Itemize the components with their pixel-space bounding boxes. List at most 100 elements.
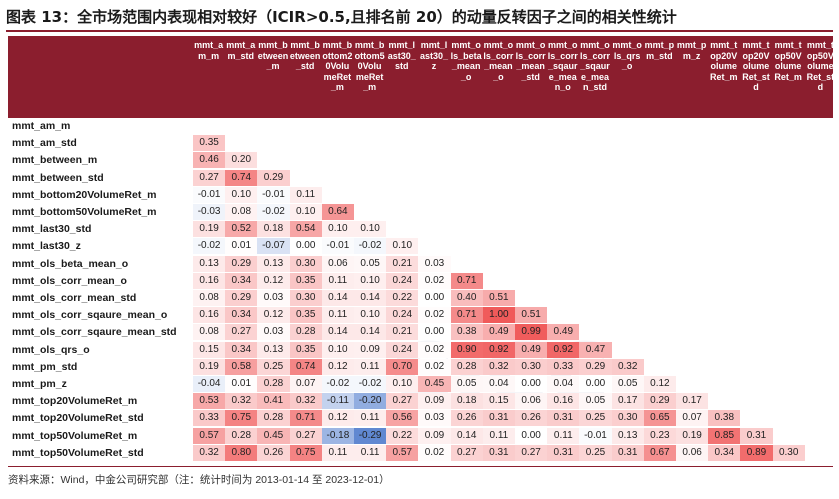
column-label: mmt_ols_corr_sqaure_mean_std — [579, 40, 610, 92]
heatmap-cell: 0.24 — [386, 341, 419, 358]
heatmap-cell: 0.24 — [386, 272, 419, 289]
row-label: mmt_ols_corr_sqaure_mean_std — [12, 326, 177, 339]
heatmap-cell: -0.02 — [193, 238, 226, 255]
heatmap-cell: 0.85 — [708, 427, 741, 444]
heatmap-cell: 0.71 — [450, 307, 483, 324]
heatmap-cell: 0.90 — [450, 341, 483, 358]
heatmap-cell: 0.32 — [482, 358, 515, 375]
heatmap-cell: 0.27 — [515, 444, 548, 461]
heatmap-cell: 0.47 — [579, 341, 612, 358]
heatmap-cell: 0.57 — [193, 427, 226, 444]
heatmap-cell: 0.10 — [321, 341, 354, 358]
heatmap-cell: 0.30 — [611, 410, 644, 427]
heatmap-cell: 0.00 — [579, 376, 612, 392]
heatmap-cell: 0.11 — [482, 427, 515, 444]
heatmap-cell: 0.11 — [321, 272, 354, 289]
column-label: mmt_top50VolumeRet_m — [774, 40, 802, 82]
column-label: mmt_ols_beta_mean_o — [450, 40, 482, 82]
column-label: mmt_between_std — [289, 40, 321, 71]
figure-title: 图表 13：全市场范围内表现相对较好（ICIR>0.5,且排名前 20）的动量反… — [6, 8, 677, 26]
heatmap-cell: 0.17 — [676, 393, 709, 410]
row-label: mmt_ols_corr_mean_std — [12, 292, 137, 304]
heatmap-cell: 0.03 — [418, 255, 451, 272]
heatmap-cell: 0.05 — [579, 393, 612, 410]
heatmap-cell: 0.17 — [611, 393, 644, 410]
heatmap-cell: 0.15 — [193, 341, 226, 358]
heatmap-cell: 0.75 — [289, 444, 322, 461]
heatmap-cell: 0.74 — [289, 358, 322, 375]
column-label: mmt_last30_std — [387, 40, 416, 71]
heatmap-cell: 0.29 — [225, 255, 258, 272]
heatmap-cell: 0.16 — [193, 272, 226, 289]
heatmap-cell: 0.58 — [225, 358, 258, 375]
heatmap-cell: 0.30 — [289, 255, 322, 272]
heatmap-cell: 0.07 — [676, 410, 709, 427]
heatmap-cell: 0.03 — [418, 410, 451, 427]
heatmap-cell: 0.21 — [386, 324, 419, 341]
row-label: mmt_top50VolumeRet_std — [12, 446, 144, 459]
heatmap-cell: 0.10 — [386, 238, 419, 255]
heatmap-cell: 0.19 — [193, 358, 226, 375]
heatmap-cell: 0.05 — [450, 376, 483, 392]
column-label: mmt_pm_z — [676, 40, 707, 61]
heatmap-cell: -0.29 — [354, 427, 387, 444]
column-label: mmt_am_m — [194, 40, 224, 61]
heatmap-cell: 0.22 — [386, 290, 419, 306]
heatmap-cell: 0.02 — [418, 272, 451, 289]
heatmap-cell: -0.11 — [321, 393, 354, 410]
row-label: mmt_ols_beta_mean_o — [12, 257, 129, 270]
heatmap-cell: 0.03 — [257, 290, 290, 306]
heatmap-cell: -0.01 — [193, 186, 226, 203]
heatmap-cell: 0.99 — [515, 324, 548, 341]
heatmap-cell: 0.30 — [515, 358, 548, 375]
column-label: mmt_ols_corr_mean_std — [515, 40, 546, 82]
heatmap-cell: 0.28 — [225, 427, 258, 444]
heatmap-cell: 0.92 — [547, 341, 580, 358]
heatmap-cell: 0.54 — [289, 221, 322, 238]
heatmap-cell: 0.05 — [611, 376, 644, 392]
heatmap-cell: 0.31 — [547, 410, 580, 427]
heatmap-cell: 0.75 — [225, 410, 258, 427]
heatmap-cell: 0.35 — [289, 341, 322, 358]
row-label: mmt_ols_qrs_o — [12, 343, 90, 356]
row-label: mmt_between_std — [12, 171, 104, 184]
column-label: mmt_pm_std — [644, 40, 675, 61]
heatmap-cell: 0.49 — [515, 341, 548, 358]
heatmap-cell: 0.71 — [289, 410, 322, 427]
heatmap-cell: 0.16 — [547, 393, 580, 410]
heatmap-cell: 0.35 — [193, 135, 226, 152]
heatmap-cell: 0.13 — [257, 255, 290, 272]
heatmap-cell: 0.71 — [450, 272, 483, 289]
heatmap-cell: 0.34 — [225, 307, 258, 324]
heatmap-cell: 0.07 — [289, 376, 322, 392]
row-label: mmt_between_m — [12, 154, 98, 167]
heatmap-cell: -0.02 — [257, 204, 290, 220]
heatmap-cell: 0.32 — [289, 393, 322, 410]
heatmap-cell: 0.32 — [611, 358, 644, 375]
heatmap-cell: 0.10 — [354, 272, 387, 289]
heatmap-cell: 0.25 — [579, 444, 612, 461]
heatmap-cell: 0.10 — [354, 307, 387, 324]
heatmap-cell: 0.70 — [386, 358, 419, 375]
heatmap-cell: 0.06 — [676, 444, 709, 461]
heatmap-cell: 0.04 — [482, 376, 515, 392]
title-rule — [6, 30, 833, 32]
heatmap-cell: 0.16 — [193, 307, 226, 324]
row-label: mmt_bottom50VolumeRet_m — [12, 206, 157, 218]
heatmap-cell: 0.18 — [257, 221, 290, 238]
heatmap-cell: 0.52 — [225, 221, 258, 238]
heatmap-cell: 0.13 — [193, 255, 226, 272]
heatmap-cell: 0.05 — [354, 255, 387, 272]
heatmap-cell: 0.27 — [386, 393, 419, 410]
column-label: mmt_top20VolumeRet_m — [710, 40, 738, 82]
heatmap-cell: -0.03 — [193, 204, 226, 220]
heatmap-cell: 0.14 — [321, 324, 354, 341]
heatmap-cell: 0.14 — [450, 427, 483, 444]
heatmap-cell: 0.13 — [257, 341, 290, 358]
heatmap-cell: 0.51 — [482, 290, 515, 306]
heatmap-cell: 0.11 — [321, 444, 354, 461]
heatmap-cell: -0.01 — [579, 427, 612, 444]
matrix-header — [8, 36, 833, 118]
heatmap-cell: 0.29 — [579, 358, 612, 375]
heatmap-cell: 0.56 — [386, 410, 419, 427]
